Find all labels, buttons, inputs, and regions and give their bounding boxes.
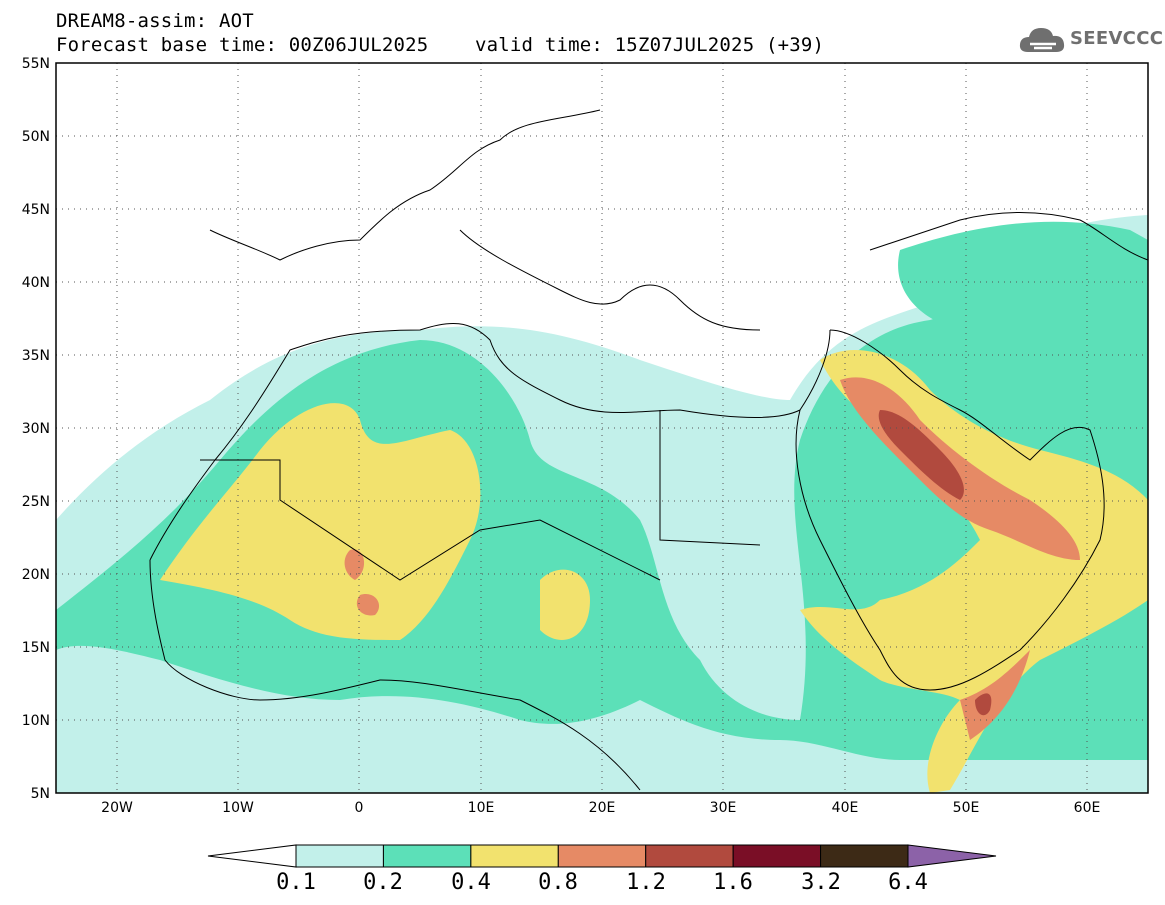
aot-level-0.4-sahara	[160, 403, 481, 640]
colorbar-label: 0.2	[363, 870, 403, 895]
colorbar-label: 1.6	[713, 870, 753, 895]
colorbar	[207, 844, 997, 868]
lat-label: 15N	[22, 640, 50, 656]
lon-label: 10W	[222, 800, 254, 816]
lat-label: 10N	[22, 713, 50, 729]
lat-label: 30N	[22, 421, 50, 437]
coastlines	[149, 109, 1148, 791]
aot-level-1.2-east	[975, 693, 992, 716]
colorbar-label: 3.2	[801, 870, 841, 895]
colorbar-above-arrow	[907, 844, 997, 868]
lat-label: 50N	[22, 129, 50, 145]
lat-label: 25N	[22, 494, 50, 510]
map-title: DREAM8-assim: AOT	[56, 10, 254, 32]
colorbar-label: 0.4	[451, 870, 491, 895]
aot-level-0.4-sudan	[540, 569, 590, 640]
colorbar-label: 0.1	[276, 870, 316, 895]
lon-label: 20W	[101, 800, 133, 816]
gridlines	[56, 63, 1148, 793]
logo-text: SEEVCCC	[1070, 28, 1164, 49]
aot-level-0.8-spot2	[356, 594, 380, 616]
lat-label: 55N	[22, 56, 50, 72]
cloud-icon	[1019, 28, 1065, 52]
aot-level-1.2	[878, 410, 964, 500]
aot-level-0.2-caspian	[898, 221, 1148, 340]
longitude-labels: 20W 10W 0 10E 20E 30E 40E 50E 60E	[101, 800, 1100, 816]
lat-label: 40N	[22, 275, 50, 291]
lon-label: 20E	[589, 800, 616, 816]
lon-label: 60E	[1074, 800, 1101, 816]
colorbar-swatch	[645, 844, 734, 868]
aot-level-0.4-arabia	[800, 350, 1148, 793]
colorbar-label: 1.2	[626, 870, 666, 895]
colorbar-swatch	[732, 844, 822, 868]
colorbar-label: 6.4	[888, 870, 928, 895]
lat-label: 20N	[22, 567, 50, 583]
lon-label: 0	[355, 800, 364, 816]
map-frame	[55, 62, 1149, 794]
lon-label: 40E	[832, 800, 859, 816]
colorbar-label: 0.8	[538, 870, 578, 895]
lat-label: 5N	[31, 786, 50, 802]
forecast-time-subtitle: Forecast base time: 00Z06JUL2025 valid t…	[56, 34, 825, 56]
aot-level-0.8-spot	[344, 549, 365, 580]
colorbar-swatch	[557, 844, 647, 868]
lon-label: 10E	[468, 800, 495, 816]
lat-label: 45N	[22, 202, 50, 218]
lat-label: 35N	[22, 348, 50, 364]
colorbar-swatch	[295, 844, 384, 868]
colorbar-swatch	[820, 844, 909, 868]
colorbar-swatch	[470, 844, 559, 868]
colorbar-below-arrow	[207, 844, 297, 868]
seevccc-logo: SEEVCCC	[1018, 22, 1163, 58]
lon-label: 50E	[953, 800, 980, 816]
latitude-labels: 55N 50N 45N 40N 35N 30N 25N 20N 15N 10N …	[22, 56, 50, 802]
aot-level-0.8-east	[960, 650, 1030, 740]
colorbar-swatch	[382, 844, 472, 868]
lon-label: 30E	[710, 800, 737, 816]
